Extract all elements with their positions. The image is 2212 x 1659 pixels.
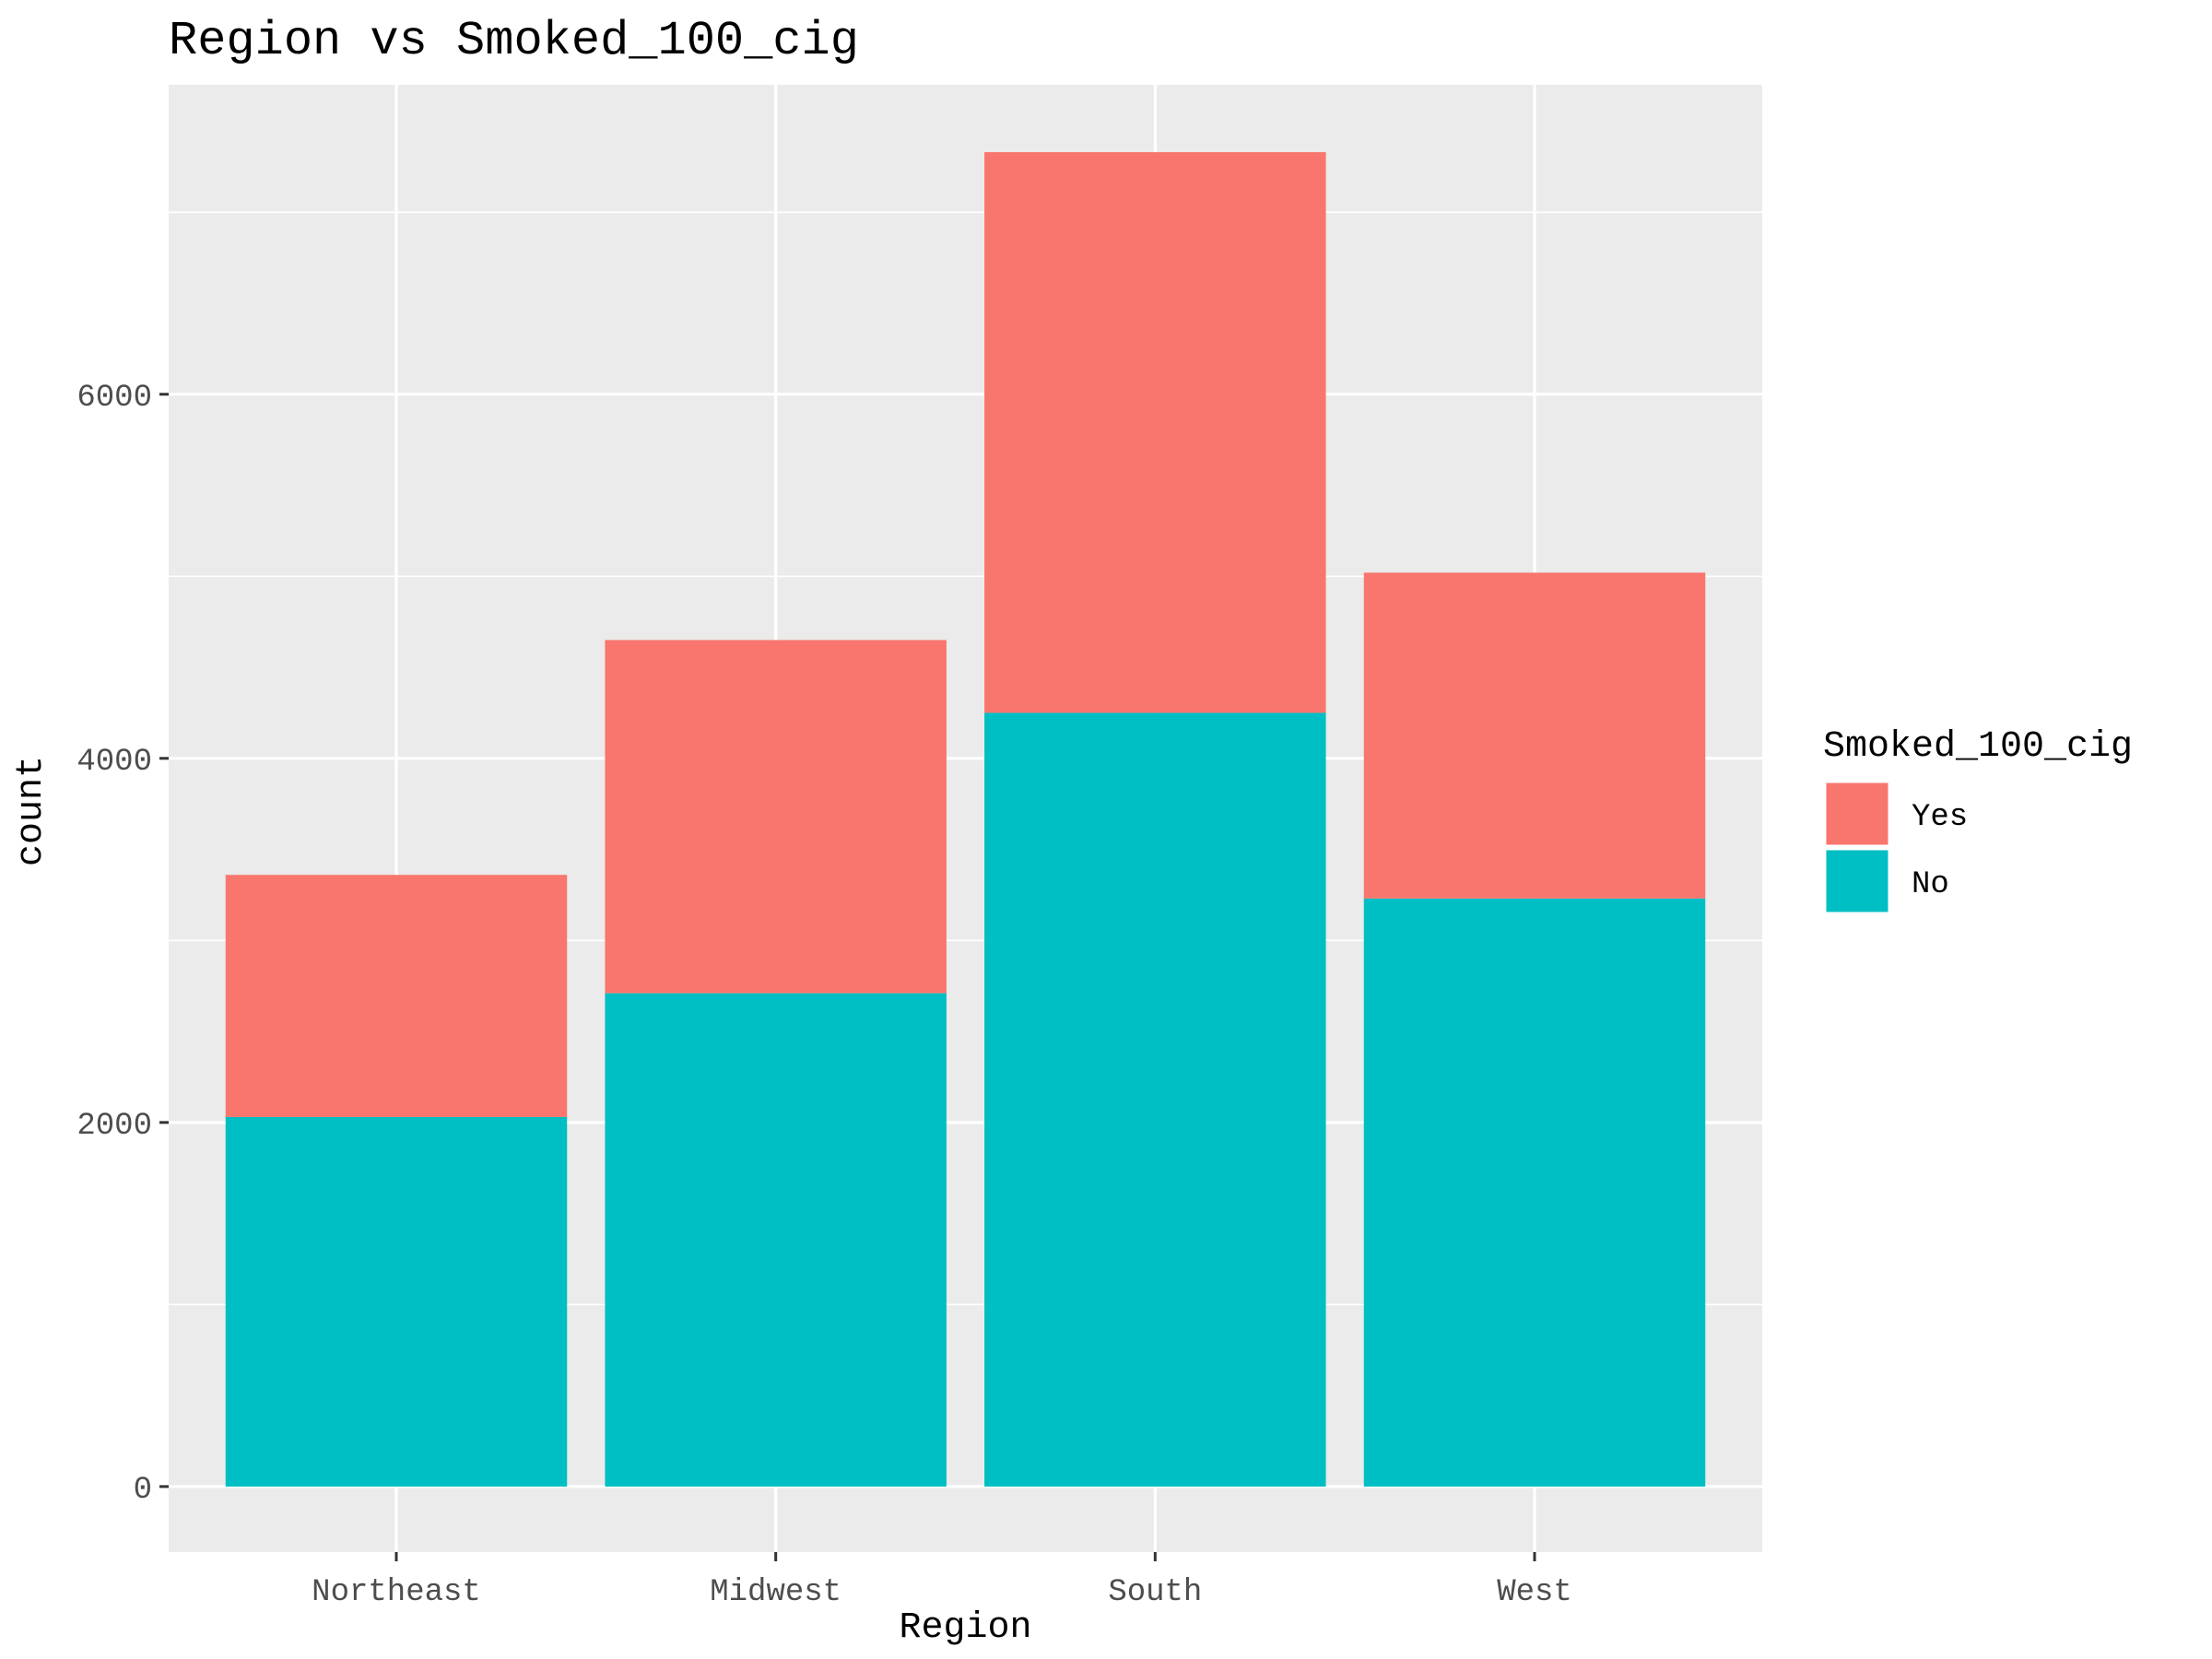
bar-northeast-no <box>225 1116 568 1487</box>
bar-northeast-yes <box>225 875 568 1117</box>
bar-midwest-yes <box>605 640 947 994</box>
x-axis-title: Region <box>899 1607 1031 1649</box>
legend-key-no <box>1823 847 1891 915</box>
legend-key-yes <box>1823 780 1891 848</box>
y-tick-label: 6000 <box>76 381 152 416</box>
bar-midwest-no <box>605 993 947 1487</box>
bar-south-no <box>984 712 1326 1487</box>
y-axis: 0 2000 4000 6000 <box>76 381 169 1508</box>
bar-west-yes <box>1363 572 1706 899</box>
bar-west-no <box>1363 898 1706 1487</box>
x-tick-label: West <box>1497 1575 1572 1610</box>
x-axis: Northeast Midwest South West <box>312 1552 1572 1610</box>
legend-label-yes: Yes <box>1912 800 1968 835</box>
y-axis-title: count <box>11 756 53 866</box>
plot-panel <box>169 85 1762 1552</box>
legend: Smoked_100_cig Yes No <box>1823 726 2133 915</box>
y-tick-label: 2000 <box>76 1109 152 1144</box>
x-tick-label: Midwest <box>710 1575 841 1610</box>
y-tick-label: 0 <box>134 1473 152 1508</box>
y-tick-label: 4000 <box>76 745 152 780</box>
legend-items: Yes No <box>1823 780 1968 915</box>
bars <box>225 152 1706 1487</box>
x-tick-label: Northeast <box>312 1575 481 1610</box>
bar-south-yes <box>984 152 1326 713</box>
legend-label-no: No <box>1912 867 1949 902</box>
chart-title: Region vs Smoked_100_cig <box>169 14 859 68</box>
x-tick-label: South <box>1108 1575 1202 1610</box>
legend-title: Smoked_100_cig <box>1823 726 2133 768</box>
